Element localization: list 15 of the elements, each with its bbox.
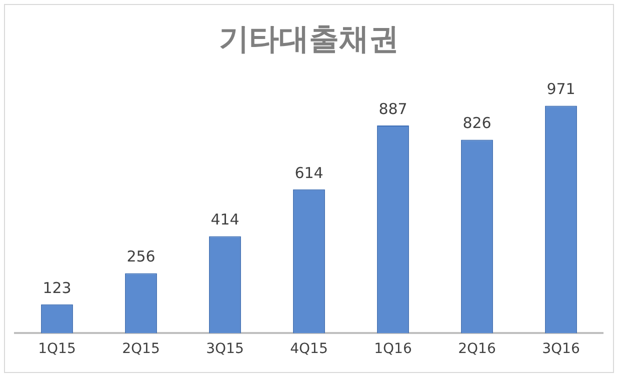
data-label: 826 bbox=[462, 114, 492, 132]
data-label: 123 bbox=[42, 278, 72, 297]
x-tick-label: 3Q15 bbox=[206, 341, 244, 358]
data-label: 887 bbox=[378, 100, 408, 118]
x-tick-label: 2Q16 bbox=[458, 341, 496, 358]
x-tick-label: 3Q16 bbox=[542, 341, 580, 358]
data-label: 414 bbox=[210, 210, 240, 229]
x-tick-label: 4Q15 bbox=[290, 341, 328, 358]
x-tick-label: 1Q16 bbox=[374, 341, 412, 358]
x-tick-label: 1Q15 bbox=[38, 341, 76, 358]
x-tick-label: 2Q15 bbox=[122, 341, 160, 358]
data-label: 614 bbox=[294, 164, 324, 182]
data-label: 256 bbox=[126, 248, 156, 266]
data-label: 971 bbox=[546, 80, 576, 98]
chart-title: 기타대출채권 bbox=[219, 22, 399, 57]
